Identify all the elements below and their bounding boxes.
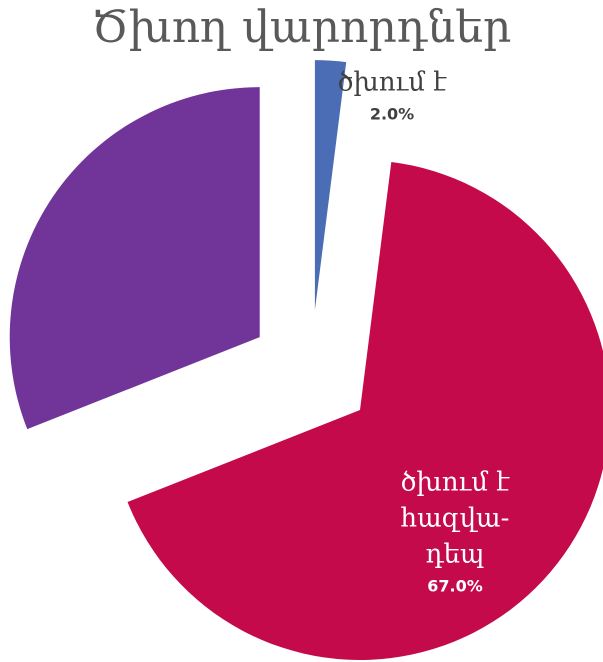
value-label: 2.0%	[369, 104, 415, 124]
category-label: ծխում է	[337, 67, 447, 98]
pie-slice	[314, 60, 347, 311]
slice-label: ծխում է հազվա- դեպ 67.0%	[401, 465, 510, 596]
category-label: ծխում է հազվա- դեպ	[400, 467, 510, 570]
pie-slice	[9, 87, 260, 430]
pie-slice	[127, 161, 603, 660]
value-label: 67.0%	[427, 576, 483, 596]
chart-title: Ծխող վարորդներ	[91, 2, 512, 53]
slice-label: ծխում է 2.0%	[338, 65, 447, 124]
